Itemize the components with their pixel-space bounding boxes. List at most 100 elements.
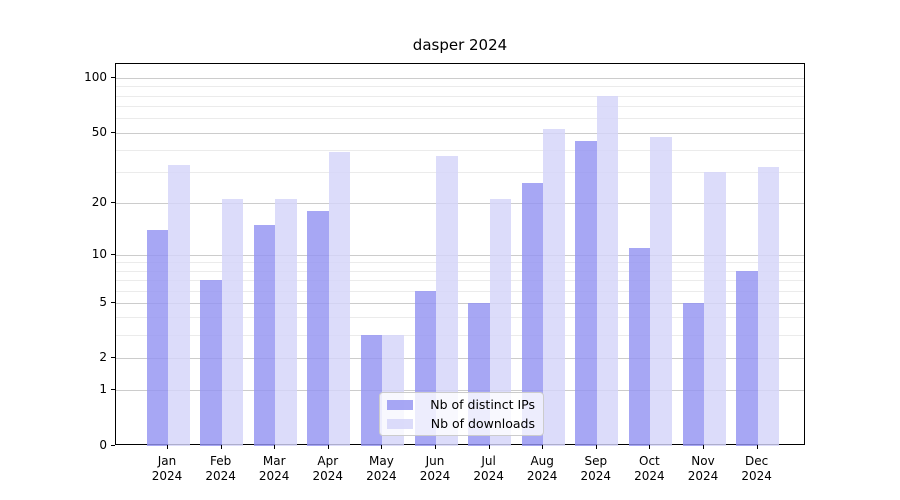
x-tick-year: 2024 (526, 469, 558, 483)
y-tick-label: 5 (99, 294, 107, 309)
major-gridline (116, 203, 804, 205)
major-gridline (116, 254, 804, 256)
x-tick-label: Feb 2024 (194, 454, 248, 484)
bar-downloads-jan (168, 164, 190, 446)
minor-gridline (116, 317, 804, 319)
minor-gridline (116, 270, 804, 272)
x-tick-mark (595, 445, 597, 449)
x-tick-year: 2024 (473, 469, 504, 483)
x-tick-year: 2024 (205, 469, 236, 483)
legend-label-downloads: Nb of downloads (430, 416, 535, 431)
bar-downloads-apr (328, 151, 351, 446)
x-tick-mark (542, 445, 544, 449)
legend-swatch-downloads (387, 418, 413, 429)
bar-downloads-feb (221, 199, 244, 446)
minor-gridline (116, 106, 804, 108)
y-tick-label: 100 (84, 70, 107, 85)
y-tick-label: 10 (91, 246, 107, 261)
x-tick-year: 2024 (151, 469, 183, 483)
x-tick-label: Jun 2024 (408, 454, 462, 484)
x-tick-label: Sep 2024 (569, 454, 623, 484)
major-gridline (116, 390, 804, 392)
x-tick-year: 2024 (366, 469, 397, 483)
legend-swatch-distinct-ips (387, 399, 413, 410)
bar-downloads-sep (596, 95, 619, 446)
x-tick-year: 2024 (741, 469, 772, 483)
minor-gridline (116, 280, 804, 281)
chart-title: dasper 2024 (412, 36, 508, 54)
x-tick-label: Dec 2024 (730, 454, 784, 484)
legend-entry-downloads: Nb of downloads (387, 416, 535, 431)
x-tick-mark (488, 445, 490, 449)
bar-distinct-ips-may (360, 335, 383, 446)
minor-gridline (116, 86, 804, 88)
x-tick-mark (327, 445, 329, 449)
y-tick-label: 0 (99, 437, 107, 452)
major-gridline (116, 132, 804, 134)
y-tick-mark (111, 131, 115, 133)
x-tick-mark (381, 445, 383, 449)
y-tick-label: 1 (99, 382, 107, 397)
bar-downloads-dec (757, 167, 780, 446)
y-tick-label: 2 (99, 350, 107, 364)
bar-distinct-ips-aug (521, 183, 544, 446)
bar-downloads-aug (543, 129, 565, 446)
bar-distinct-ips-sep (575, 140, 597, 446)
bar-downloads-nov (704, 172, 726, 446)
minor-gridline (116, 262, 804, 264)
legend-entry-distinct-ips: Nb of distinct IPs (387, 397, 535, 412)
minor-gridline (116, 335, 804, 337)
bar-distinct-ips-feb (200, 280, 222, 446)
y-tick-mark (111, 301, 115, 303)
x-tick-label: May 2024 (354, 454, 408, 484)
legend: Nb of distinct IPs Nb of downloads (379, 392, 544, 436)
y-tick-mark (111, 444, 115, 446)
x-tick-label: Aug 2024 (515, 454, 569, 484)
x-tick-year: 2024 (312, 469, 344, 483)
bar-distinct-ips-dec (736, 270, 758, 446)
minor-gridline (116, 95, 804, 97)
x-tick-label: Apr 2024 (301, 454, 355, 484)
x-tick-mark (220, 445, 222, 449)
minor-gridline (116, 118, 804, 120)
bar-distinct-ips-apr (307, 211, 329, 446)
legend-label-distinct-ips: Nb of distinct IPs (430, 397, 535, 412)
bar-downloads-mar (275, 199, 297, 446)
x-tick-year: 2024 (634, 469, 665, 483)
major-gridline (116, 78, 804, 80)
bar-distinct-ips-mar (253, 224, 276, 446)
y-tick-mark (111, 389, 115, 391)
y-tick-mark (111, 357, 115, 358)
y-tick-label: 20 (91, 195, 107, 210)
bar-distinct-ips-nov (682, 302, 704, 446)
minor-gridline (116, 172, 804, 174)
minor-gridline (116, 290, 804, 292)
minor-gridline (116, 149, 804, 151)
bar-downloads-oct (650, 137, 672, 446)
x-tick-year: 2024 (687, 469, 719, 483)
x-tick-label: Mar 2024 (247, 454, 301, 484)
x-tick-mark (274, 445, 276, 449)
major-gridline (116, 358, 804, 359)
x-tick-year: 2024 (258, 469, 290, 483)
x-tick-mark (167, 445, 168, 449)
x-tick-year: 2024 (580, 469, 612, 483)
x-tick-label: Oct 2024 (622, 454, 676, 484)
x-tick-label: Jan 2024 (140, 454, 194, 484)
x-tick-mark (435, 445, 436, 449)
y-tick-mark (111, 202, 115, 204)
x-tick-mark (649, 445, 651, 449)
y-tick-mark (111, 77, 115, 79)
x-tick-label: Nov 2024 (676, 454, 730, 484)
bar-distinct-ips-jan (146, 229, 168, 446)
bar-downloads-jun (436, 155, 458, 446)
bar-downloads-jul (489, 199, 512, 446)
x-tick-mark (703, 445, 704, 449)
plot-area (115, 63, 805, 446)
x-tick-label: Jul 2024 (462, 454, 516, 484)
major-gridline (116, 302, 804, 304)
y-tick-label: 50 (91, 124, 107, 139)
y-tick-mark (111, 253, 115, 255)
x-tick-year: 2024 (419, 469, 451, 483)
